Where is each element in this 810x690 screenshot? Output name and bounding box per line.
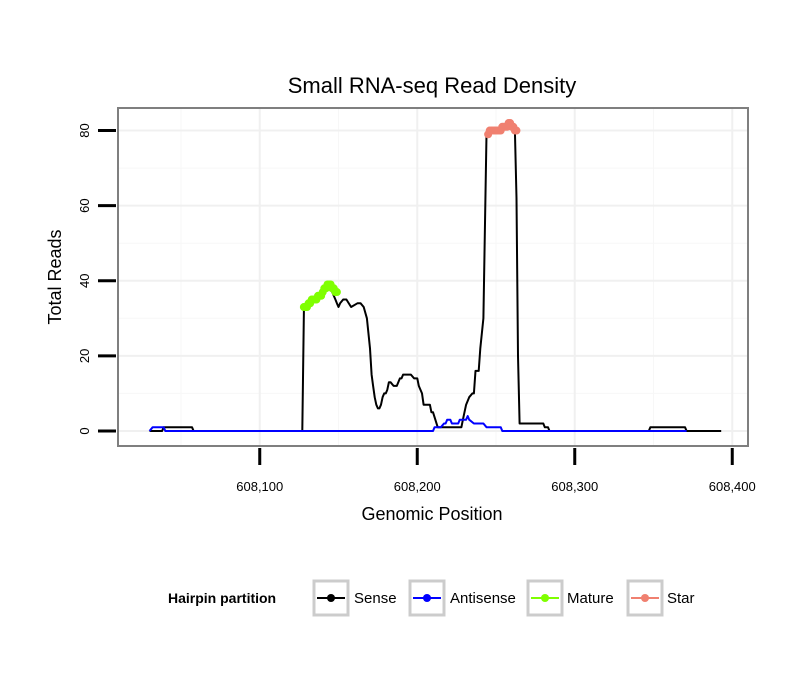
x-tick-label: 608,200 (394, 479, 441, 494)
legend-item-mature: Mature (526, 579, 614, 617)
star-point (512, 126, 521, 135)
y-tick-label: 20 (77, 349, 92, 363)
legend-key-point (541, 594, 549, 602)
y-tick-label: 0 (77, 427, 92, 434)
legend-item-antisense: Antisense (408, 579, 516, 617)
legend-item-sense: Sense (312, 579, 397, 617)
legend-key-point (423, 594, 431, 602)
legend-key-point (641, 594, 649, 602)
star-series (484, 119, 521, 139)
plot-panel (117, 107, 749, 447)
legend: Hairpin partition Sense Antisense Mature St… (168, 579, 695, 617)
y-tick-label: 60 (77, 198, 92, 212)
legend-key-point (327, 594, 335, 602)
legend-title: Hairpin partition (168, 590, 276, 606)
legend-label-antisense: Antisense (450, 590, 516, 607)
x-axis-title: Genomic Position (361, 504, 502, 524)
plot-background (118, 108, 748, 446)
mature-series (299, 280, 341, 312)
antisense-line (148, 415, 687, 432)
x-tick-label: 608,100 (236, 479, 283, 494)
legend-label-star: Star (667, 590, 695, 607)
x-axis: 608,100 608,200 608,300 608,400 (236, 448, 756, 494)
y-axis-title: Total Reads (45, 229, 65, 324)
antisense-series (148, 415, 687, 432)
legend-item-star: Star (626, 579, 695, 617)
y-tick-label: 80 (77, 123, 92, 137)
major-gridlines (118, 108, 748, 446)
series-layer (148, 119, 722, 432)
mature-point (332, 288, 341, 297)
x-tick-label: 608,300 (551, 479, 598, 494)
y-axis: 0 20 40 60 80 (77, 123, 116, 435)
legend-label-mature: Mature (567, 590, 614, 607)
plot-border (117, 107, 749, 447)
legend-entries: Sense Antisense Mature Star (312, 579, 695, 617)
chart-title: Small RNA-seq Read Density (288, 73, 577, 98)
y-tick-label: 40 (77, 274, 92, 288)
x-tick-label: 608,400 (709, 479, 756, 494)
legend-label-sense: Sense (354, 590, 397, 607)
minor-gridlines (118, 108, 748, 446)
